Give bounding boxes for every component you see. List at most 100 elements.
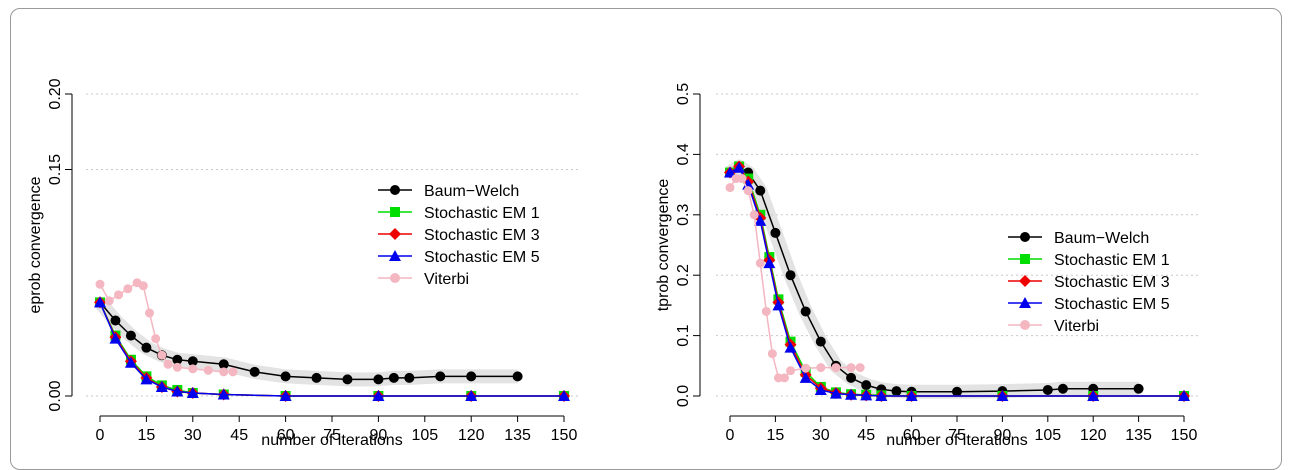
data-point	[742, 178, 755, 190]
y-tick-label: 0.1	[675, 324, 692, 346]
data-point	[558, 390, 570, 401]
data-point	[114, 290, 124, 300]
data-point	[996, 390, 1009, 401]
panel-tprob: 0.0 0.1 0.2 0.3 0.4 0.5 tprob convergence 0 15 30…	[655, 83, 1198, 449]
x-tick-label: 0	[726, 427, 735, 444]
y-tick-label: 0.0	[675, 385, 692, 407]
data-point	[754, 214, 767, 226]
legend-marker	[390, 207, 400, 217]
data-point	[157, 350, 167, 360]
legend-marker	[1019, 275, 1031, 287]
data-point	[814, 383, 827, 395]
legend-marker	[1020, 320, 1030, 330]
series-line	[99, 301, 518, 381]
series-stochastic-em-5	[94, 296, 570, 401]
data-point	[280, 371, 291, 382]
data-point	[1057, 383, 1068, 394]
data-point	[109, 332, 122, 344]
data-point	[905, 390, 918, 401]
data-point	[725, 183, 735, 193]
legend-marker	[389, 250, 401, 261]
data-point	[743, 186, 753, 196]
legend-marker	[1019, 297, 1031, 308]
data-point	[404, 372, 415, 383]
data-point	[815, 336, 826, 347]
x-tick-label: 135	[504, 427, 531, 444]
data-point	[188, 364, 198, 374]
series-line	[729, 165, 1139, 393]
y-tick-label: 0.4	[675, 143, 692, 165]
data-point	[187, 356, 198, 367]
data-point	[138, 281, 148, 291]
x-tick-label: 105	[411, 427, 438, 444]
data-point	[512, 371, 523, 382]
y-tick-label: 0.20	[47, 78, 64, 109]
data-point	[311, 372, 322, 383]
x-tick-label: 150	[551, 427, 578, 444]
legend-label: Viterbi	[424, 271, 469, 288]
x-tick-label: 0	[96, 427, 105, 444]
data-point	[755, 258, 765, 268]
data-point	[388, 372, 399, 383]
x-tick-label: 30	[184, 427, 202, 444]
legend-marker	[389, 228, 401, 240]
series-baum-welch	[94, 297, 523, 387]
series-stochastic-em-5	[724, 161, 1190, 401]
legend-label: Stochastic EM 3	[424, 227, 540, 244]
data-point	[1042, 384, 1053, 395]
data-point	[171, 385, 184, 397]
legend-marker	[1020, 254, 1030, 264]
x-tick-label: 45	[857, 427, 875, 444]
legend-label: Baum−Welch	[1054, 230, 1149, 247]
x-tick-label: 15	[138, 427, 156, 444]
data-point	[104, 296, 114, 306]
data-point	[163, 359, 173, 369]
legend-label: Stochastic EM 1	[424, 205, 540, 222]
y-tick-label: 0.2	[675, 264, 692, 286]
data-point	[737, 174, 747, 184]
x-tick-label: 150	[1171, 427, 1198, 444]
data-point	[831, 363, 841, 373]
data-point	[95, 279, 105, 289]
data-point	[784, 341, 797, 353]
legend: Baum−Welch Stochastic EM 1 Stochastic EM 3…	[378, 183, 540, 288]
legend-label: Baum−Welch	[424, 183, 519, 200]
y-axis-label: eprob convergence	[27, 176, 44, 313]
data-point	[846, 363, 856, 373]
y-axis-label: tprob convergence	[655, 179, 672, 312]
data-point	[952, 386, 962, 397]
data-point	[140, 373, 153, 385]
legend-marker	[1020, 232, 1030, 242]
data-point	[217, 388, 230, 400]
data-point	[172, 362, 182, 372]
x-tick-label: 75	[323, 427, 341, 444]
legend: Baum−Welch Stochastic EM 1 Stochastic EM 3…	[1008, 230, 1170, 335]
data-point	[186, 386, 199, 398]
data-point	[1133, 383, 1144, 394]
x-tick-label: 45	[230, 427, 248, 444]
data-point	[816, 363, 826, 373]
data-point	[373, 374, 384, 385]
x-axis-label: number of iterations	[886, 432, 1027, 449]
data-point	[466, 371, 477, 382]
data-point	[110, 315, 121, 326]
data-point	[94, 296, 106, 308]
data-point	[203, 365, 213, 375]
panel-eprob: 0.00 0.15 0.20 eprob convergence 0 15 30 45 60 75…	[27, 78, 578, 449]
data-point	[875, 390, 888, 401]
data-point	[763, 257, 776, 269]
series-band	[94, 297, 518, 387]
data-point	[465, 390, 478, 401]
legend-label: Stochastic EM 5	[1054, 296, 1170, 313]
y-tick-label: 0.5	[675, 83, 692, 105]
data-point	[799, 371, 812, 383]
data-point	[785, 270, 796, 281]
y-tick-label: 0.3	[675, 204, 692, 226]
data-point	[144, 308, 154, 318]
data-point	[846, 372, 857, 383]
legend-label: Stochastic EM 1	[1054, 252, 1170, 269]
data-point	[372, 390, 385, 401]
data-point	[770, 227, 781, 238]
data-point	[155, 380, 168, 392]
